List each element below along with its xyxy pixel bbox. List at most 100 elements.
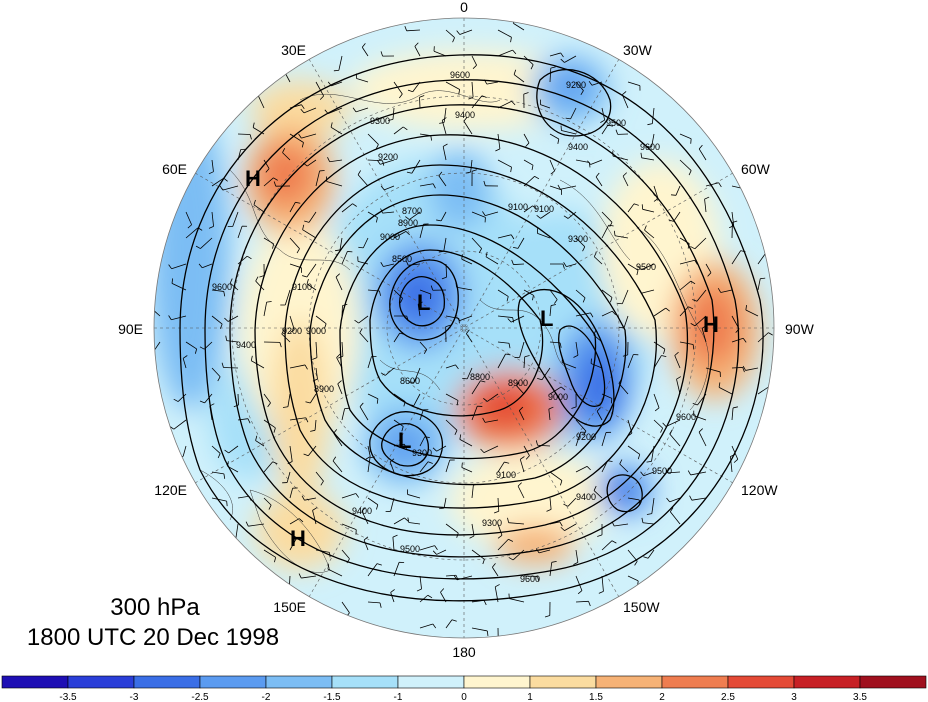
wind-barb-feather	[766, 251, 772, 255]
wind-barb	[471, 55, 477, 66]
wind-barb	[731, 367, 743, 369]
wind-barb-feather	[634, 560, 638, 566]
wind-barb	[745, 367, 759, 371]
wind-barb-feather	[662, 422, 667, 427]
wind-barb	[362, 237, 369, 249]
wind-barb	[308, 211, 317, 223]
wind-barb-feather	[306, 278, 309, 284]
wind-barb-feather	[484, 79, 488, 85]
wind-barb-feather	[610, 398, 613, 404]
colorbar-box	[529, 675, 597, 689]
wind-barb-feather	[456, 316, 460, 321]
wind-barb-feather	[511, 259, 514, 265]
wind-barb	[384, 367, 395, 376]
wind-barb	[675, 185, 681, 196]
wind-barb	[237, 255, 248, 265]
wind-barb-feather	[380, 51, 383, 57]
wind-barb	[419, 341, 428, 350]
wind-barb-feather	[361, 43, 366, 48]
wind-barb	[497, 315, 513, 318]
lon-label-30e: 30E	[281, 42, 306, 58]
wind-barb-feather	[197, 227, 203, 231]
wind-barb	[593, 490, 603, 499]
wind-barb-feather	[535, 440, 538, 446]
wind-barb	[390, 497, 395, 512]
wind-barb	[289, 237, 300, 249]
wind-barb-feather	[427, 461, 433, 464]
wind-barb-feather	[419, 95, 425, 98]
wind-barb-feather	[668, 219, 674, 222]
wind-barb-feather	[666, 497, 670, 503]
wind-barb	[673, 211, 681, 222]
wind-barb	[549, 133, 560, 140]
wind-barb-feather	[403, 444, 408, 449]
wind-barb	[154, 341, 161, 354]
wind-barb-feather	[588, 601, 591, 607]
wind-barb	[523, 133, 530, 144]
wind-barb	[341, 493, 356, 499]
wind-barb	[408, 522, 421, 525]
wind-barb	[590, 159, 603, 165]
wind-barb-feather	[504, 461, 510, 464]
wind-barb	[601, 540, 613, 551]
wind-barb	[445, 81, 460, 90]
wind-barb-feather	[445, 324, 451, 328]
wind-barb	[229, 282, 239, 291]
lon-label-30w: 30W	[623, 42, 653, 58]
wind-barb	[237, 393, 239, 406]
wind-barb	[171, 283, 187, 291]
wind-barb	[618, 383, 629, 395]
wind-barb-feather	[357, 170, 362, 175]
wind-barb-feather	[512, 317, 515, 323]
colorbar-tick-label: 1.5	[589, 692, 603, 702]
wind-barb-feather	[358, 246, 364, 249]
wind-barb-feather	[255, 435, 258, 441]
wind-barb-feather	[335, 273, 341, 278]
wind-barb-feather	[760, 277, 766, 280]
wind-barb-feather	[407, 517, 410, 523]
wind-barb	[227, 465, 239, 473]
wind-barb-feather	[483, 398, 488, 402]
wind-barb	[419, 409, 424, 421]
colorbar-box	[1, 675, 69, 689]
wind-barb-feather	[611, 540, 617, 544]
wind-barb-feather	[598, 591, 604, 594]
contour-label-layer: 9600 9400 9300 9200 9100 9000 8900 8700 …	[212, 70, 696, 584]
wind-barb-feather	[217, 376, 221, 382]
colorbar-tick-label: -2	[262, 692, 271, 702]
wind-barb	[255, 280, 265, 291]
wind-barb-feather	[622, 91, 627, 96]
longitude-labels: 0 30W 60W 90W 120W 150W 180 150E 120E 90…	[118, 0, 814, 660]
wind-barb	[257, 95, 265, 109]
wind-barb-feather	[482, 211, 486, 216]
wind-barb-feather	[586, 466, 591, 471]
wind-barb	[757, 332, 769, 343]
colorbar-box	[727, 675, 795, 689]
wind-barb-feather	[327, 157, 330, 162]
wind-barb	[445, 364, 456, 369]
wind-barb	[575, 289, 586, 299]
wind-barb-feather	[267, 402, 271, 408]
wind-barb-feather	[637, 454, 641, 460]
wind-barb-feather	[272, 243, 275, 249]
wind-barb	[419, 183, 434, 187]
wind-barb	[177, 393, 187, 402]
wind-barb-feather	[376, 563, 382, 566]
wind-barb-feather	[230, 539, 236, 541]
wind-barb-feather	[480, 448, 485, 453]
wind-barb-feather	[281, 329, 285, 335]
wind-barb-feather	[199, 346, 205, 350]
wind-barb	[549, 68, 552, 83]
wind-barb	[497, 289, 509, 297]
wind-barb	[549, 341, 561, 344]
wind-barb-feather	[430, 135, 432, 141]
lon-label-60e: 60E	[162, 161, 187, 177]
wind-barb	[263, 177, 274, 187]
wind-barb	[471, 523, 475, 536]
wind-barb	[487, 393, 499, 402]
wind-barb	[289, 263, 302, 269]
wind-barb	[486, 81, 499, 85]
contour-label: 9600	[212, 282, 232, 292]
wind-barb	[253, 204, 265, 213]
wind-barb-feather	[717, 288, 722, 293]
